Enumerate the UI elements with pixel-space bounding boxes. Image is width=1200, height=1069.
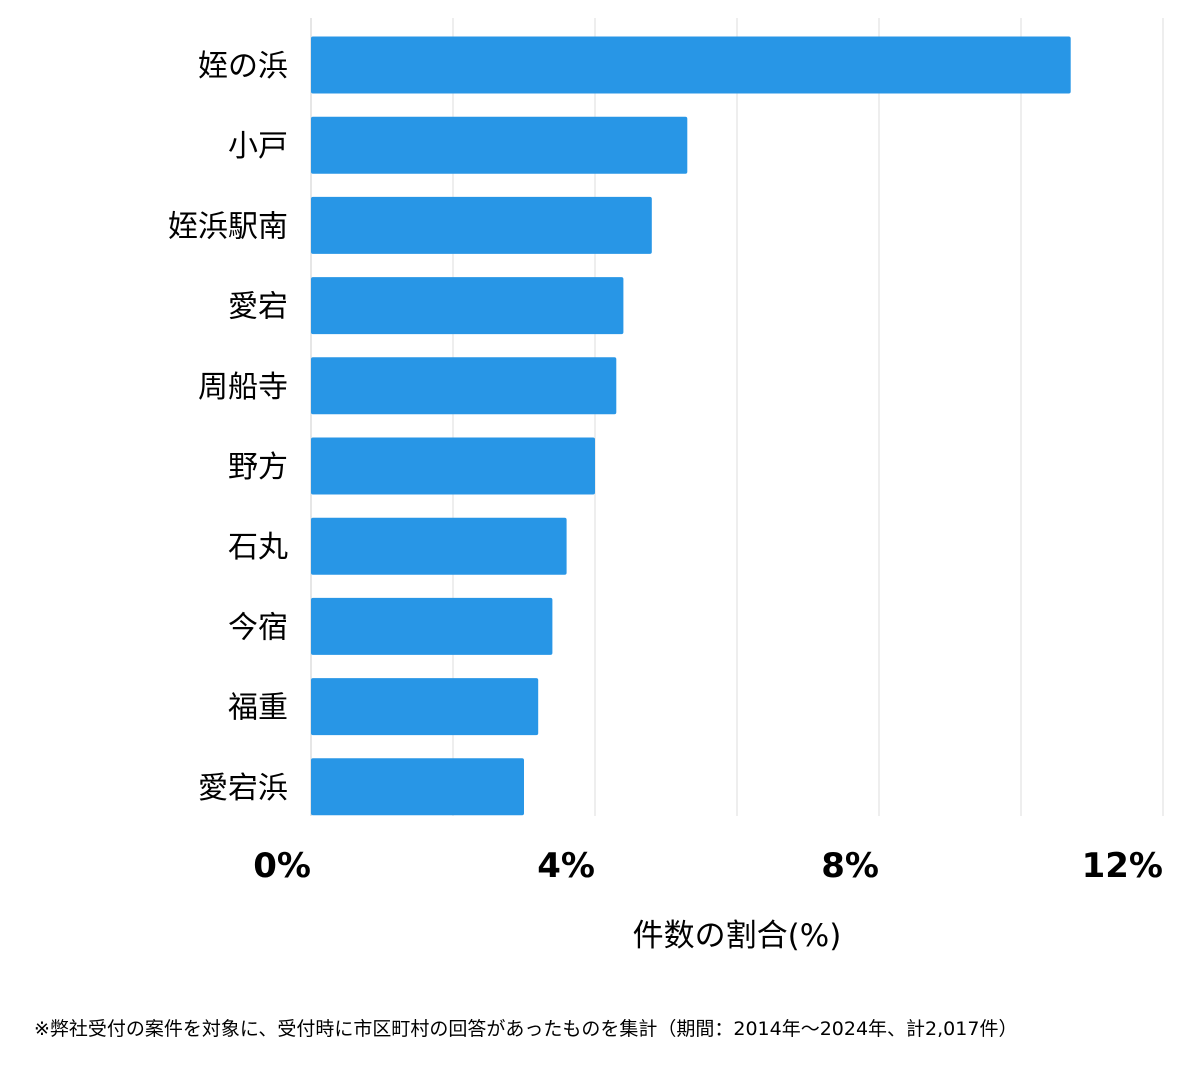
x-tick-label: 0% — [253, 846, 311, 886]
x-axis-title: 件数の割合(%) — [633, 918, 842, 954]
x-tick-label: 12% — [1082, 846, 1163, 886]
bar — [311, 36, 1071, 94]
x-tick-label: 8% — [821, 846, 879, 886]
category-label: 福重 — [228, 691, 288, 726]
bar — [311, 116, 688, 174]
category-label: 野方 — [228, 450, 288, 485]
bars — [311, 36, 1071, 816]
category-label: 姪の浜 — [198, 49, 288, 84]
bar — [311, 597, 553, 655]
category-label: 今宿 — [228, 610, 288, 645]
bar — [311, 437, 595, 495]
category-label: 周船寺 — [198, 370, 288, 405]
footnote: ※弊社受付の案件を対象に、受付時に市区町村の回答があったものを集計（期間：201… — [34, 1018, 1018, 1040]
bar — [311, 357, 617, 415]
bar — [311, 277, 624, 335]
bar — [311, 196, 652, 254]
x-tick-label: 4% — [537, 846, 595, 886]
category-label: 愛宕 — [228, 290, 288, 325]
category-label: 小戸 — [228, 129, 288, 164]
bar — [311, 758, 524, 816]
x-tick-labels: 0% 4% 8% 12% — [253, 846, 1163, 886]
bar — [311, 678, 539, 736]
bar — [311, 517, 567, 575]
category-label: 石丸 — [228, 530, 288, 565]
category-label: 姪浜駅南 — [168, 209, 288, 244]
category-label: 愛宕浜 — [198, 771, 288, 806]
